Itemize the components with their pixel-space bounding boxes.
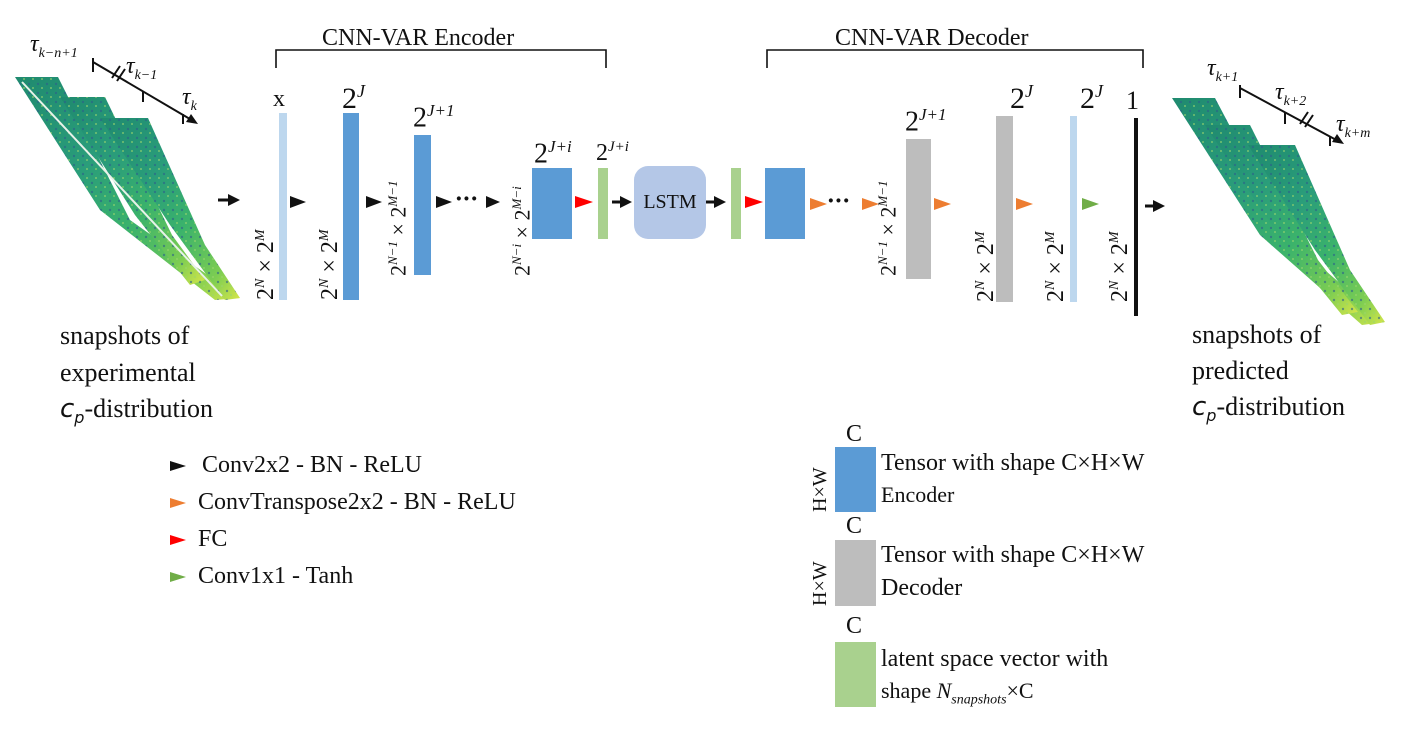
legend-encoder-line1: Tensor with shape C×H×W: [881, 450, 1145, 476]
lstm-block: LSTM: [634, 166, 706, 239]
legend-enc-hw-label: H×W: [809, 467, 831, 512]
decoder-dim1-label: 2N−1 × 2M−1: [875, 180, 901, 276]
encoder-dim3-label: 2N−i × 2M−i: [509, 186, 535, 276]
decoder-dots: ···: [827, 188, 850, 214]
decoder-dim2-label: 2N × 2M: [973, 231, 999, 302]
output-snapshots-image: [1172, 98, 1385, 325]
legend-decoder-swatch: [835, 540, 876, 606]
decoder-latent-block: [731, 168, 741, 239]
encoder-latent-block: [598, 168, 608, 239]
output-caption-line2: predicted: [1192, 356, 1289, 385]
encoder-bracket: [275, 49, 607, 68]
legend-encoder-swatch: [835, 447, 876, 512]
decoder-dim3-label: 2N × 2M: [1043, 231, 1069, 302]
output-line-block: [1134, 118, 1138, 316]
ops-legend-label: ConvTranspose2x2 - BN - ReLU: [198, 489, 516, 515]
arrowhead-icon: [170, 461, 186, 471]
encoder-dim1-label: 2N × 2M: [317, 229, 343, 300]
lstm-label: LSTM: [643, 191, 697, 213]
legend-dec-c-label: C: [846, 513, 863, 539]
ops-legend-label: Conv2x2 - BN - ReLU: [202, 452, 422, 478]
encoder-block-3: [532, 168, 572, 239]
output-caption-line1: snapshots of: [1192, 320, 1322, 349]
legend-latent-line1: latent space vector with: [881, 646, 1109, 672]
ops-legend-label: FC: [198, 526, 228, 552]
input-caption-line1: snapshots of: [60, 321, 190, 350]
output-tau-last: τk+m: [1336, 111, 1371, 141]
input-x-label: x: [273, 86, 285, 112]
input-tau-prev: τk−1: [126, 53, 158, 83]
legend-enc-c-label: C: [846, 421, 863, 447]
decoder-bracket: [766, 49, 1144, 68]
output-caption-line3: cp-distribution: [1192, 392, 1346, 426]
decoder-block-3: [996, 116, 1013, 302]
legend-latent-line2: shape Nsnapshots×C: [881, 678, 1034, 708]
input-snapshots-image: [15, 77, 240, 300]
encoder-ch3-label: 2J+i: [534, 137, 572, 170]
encoder-dim2-label: 2N−1 × 2M−1: [385, 180, 411, 276]
input-tensor-block: [279, 113, 287, 300]
output-tau-second: τk+2: [1275, 79, 1307, 109]
input-caption-line3: cp-distribution: [60, 394, 214, 428]
decoder-ch2-label: 2J: [1010, 81, 1033, 115]
legend-decoder-line1: Tensor with shape C×H×W: [881, 542, 1145, 568]
input-dim-label: 2N × 2M: [253, 229, 279, 300]
decoder-block-4: [1070, 116, 1077, 302]
input-tau-current: τk: [182, 84, 197, 114]
encoder-block-2: [414, 135, 431, 275]
legend-dec-hw-label: H×W: [809, 561, 831, 606]
decoder-title: CNN-VAR Decoder: [835, 25, 1029, 51]
arrowhead-icon: [170, 498, 186, 508]
encoder-ch2-label: 2J+1: [413, 101, 455, 134]
decoder-ch3-label: 2J: [1080, 81, 1103, 115]
decoder-block-1: [765, 168, 805, 239]
decoder-block-2: [906, 139, 931, 279]
input-tau-first: τk−n+1: [30, 31, 78, 61]
arrowhead-icon: [170, 572, 186, 582]
encoder-title: CNN-VAR Encoder: [322, 25, 515, 51]
legend-lat-c-label: C: [846, 613, 863, 639]
legend-encoder-line2: Encoder: [881, 482, 955, 507]
ops-legend-label: Conv1x1 - Tanh: [198, 563, 354, 589]
decoder-ch1-label: 2J+1: [905, 105, 947, 138]
legend-latent-swatch: [835, 642, 876, 707]
encoder-ch1-label: 2J: [342, 81, 365, 115]
decoder-ch4-label: 1: [1126, 86, 1139, 115]
encoder-ch4-label: 2J+i: [596, 139, 629, 166]
input-caption-line2: experimental: [60, 358, 196, 387]
arrowhead-icon: [170, 535, 186, 545]
legend-decoder-line2: Decoder: [881, 575, 963, 601]
encoder-dots: ···: [455, 186, 478, 212]
decoder-dim4-label: 2N × 2M: [1107, 231, 1133, 302]
output-tau-first: τk+1: [1207, 55, 1239, 85]
encoder-block-1: [343, 113, 359, 300]
